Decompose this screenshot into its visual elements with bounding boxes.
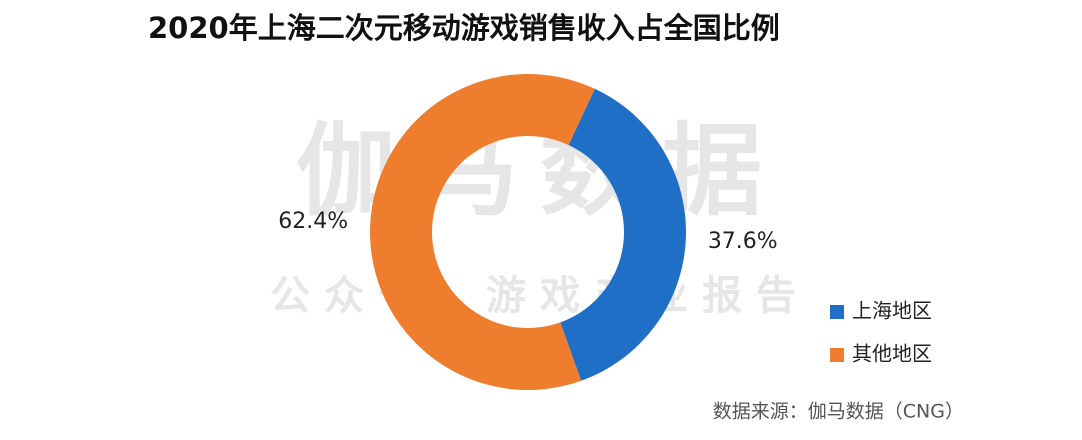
- legend-label: 上海地区: [852, 299, 932, 323]
- watermark: 公众号：游戏产业报告: [270, 273, 810, 319]
- data-label: 62.4%: [278, 209, 348, 234]
- donut-segment: [370, 73, 595, 391]
- legend-swatch: [830, 348, 844, 362]
- legend-label: 其他地区: [852, 342, 932, 366]
- source-note: 数据来源：伽马数据（CNG）: [713, 401, 964, 423]
- legend-swatch: [830, 305, 844, 319]
- chart-title: 2020年上海二次元移动游戏销售收入占全国比例: [148, 11, 780, 45]
- donut-segment: [560, 88, 686, 381]
- data-label: 37.6%: [708, 229, 778, 254]
